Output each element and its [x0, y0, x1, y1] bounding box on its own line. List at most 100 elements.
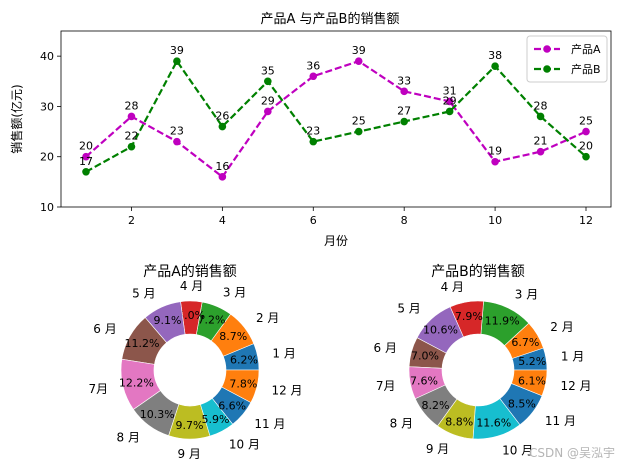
data-point	[127, 142, 136, 151]
pie-month-label: 9 月	[426, 442, 449, 456]
data-point	[445, 107, 454, 116]
data-label: 23	[170, 125, 184, 138]
pie-pct-label: 6.6%	[218, 399, 246, 412]
pie-pct-label: 9.1%	[153, 314, 181, 327]
pie-pct-label: 11.9%	[485, 315, 520, 328]
pie-month-label: 4 月	[180, 279, 203, 293]
pie-month-label: 3 月	[223, 286, 246, 300]
data-label: 26	[215, 110, 229, 123]
data-label: 25	[352, 115, 366, 128]
pie-month-label: 4 月	[441, 280, 464, 294]
pie-pct-label: 8.2%	[422, 399, 450, 412]
y-tick-label: 10	[40, 201, 54, 214]
y-tick-label: 20	[40, 151, 54, 164]
x-tick-label: 4	[219, 214, 226, 227]
data-label: 31	[443, 84, 457, 97]
pie-wedge	[221, 369, 260, 403]
line-chart-title: 产品A 与产品B的销售额	[261, 11, 400, 27]
pie-pct-label: 7.6%	[410, 374, 438, 387]
data-point	[445, 97, 454, 106]
x-tick-label: 8	[401, 214, 408, 227]
series-line-b	[85, 59, 587, 173]
data-point	[82, 152, 90, 161]
data-label: 29	[443, 94, 457, 107]
data-label: 23	[306, 125, 320, 138]
pie-pct-label: 5.9%	[201, 413, 229, 426]
pie-month-label: 1 月	[272, 347, 295, 361]
pie-month-label: 10 月	[502, 443, 533, 457]
pie-month-label: 5 月	[132, 286, 155, 300]
pie-month-label: 12 月	[271, 383, 302, 397]
data-point	[82, 168, 90, 176]
x-tick-label: 10	[488, 214, 502, 227]
data-point	[582, 152, 590, 161]
data-point	[354, 127, 363, 136]
pie-pct-label: 5.2%	[518, 355, 546, 368]
y-tick-label: 40	[40, 50, 54, 63]
plot-frame	[60, 30, 612, 208]
data-label: 27	[397, 105, 411, 118]
data-label: 20	[579, 140, 593, 153]
data-point	[536, 112, 545, 121]
pie-pct-label: 6.1%	[518, 374, 546, 387]
data-point	[173, 137, 181, 146]
line-chart: 产品A 与产品B的销售额 月份 销售额(亿元) 2 4 6 8 10 12 10 20 30 40…	[9, 11, 612, 248]
data-label: 28	[534, 99, 548, 112]
data-point	[400, 87, 408, 96]
pie-chart-a: 产品A的销售额 6.2% 1 月 8.7% 2 月 7.2% 3 月 5.0% 4 月 9.1%…	[88, 264, 302, 461]
x-tick-label: 6	[310, 214, 317, 227]
watermark: CSDN @吴泓宇	[528, 446, 615, 460]
data-point	[173, 57, 181, 65]
pie-b-title: 产品B的销售额	[431, 264, 525, 280]
pie-pct-label: 6.2%	[230, 353, 258, 366]
pie-pct-label: 11.6%	[476, 417, 511, 430]
pie-month-label: 6 月	[93, 322, 116, 336]
pie-month-label: 2 月	[256, 311, 279, 325]
pie-wedge	[511, 369, 548, 397]
pie-month-label: 10 月	[229, 437, 260, 451]
data-label: 17	[79, 155, 93, 168]
data-label: 36	[306, 59, 320, 72]
pie-pct-label: 10.6%	[423, 324, 458, 337]
x-axis-label: 月份	[324, 234, 348, 248]
data-point	[264, 77, 272, 86]
legend-swatch-marker	[543, 45, 551, 53]
data-point	[264, 107, 272, 116]
legend-label: 产品A	[571, 42, 601, 56]
pie-pct-label: 8.5%	[508, 397, 536, 410]
pie-pct-label: 12.2%	[119, 376, 154, 389]
data-label: 28	[124, 99, 138, 112]
data-label: 21	[534, 135, 548, 148]
data-label: 35	[261, 64, 275, 77]
data-point	[400, 117, 408, 126]
data-point	[127, 112, 136, 121]
data-point	[582, 127, 590, 136]
data-label: 39	[170, 44, 184, 57]
pie-pct-label: 6.7%	[511, 336, 539, 349]
pie-pct-label: 8.8%	[445, 416, 473, 429]
data-point	[491, 157, 499, 166]
pie-month-label: 7月	[88, 382, 108, 396]
legend-swatch-marker	[543, 65, 551, 73]
pie-month-label: 5 月	[397, 302, 420, 316]
pie-month-label: 8 月	[390, 416, 413, 430]
pie-month-label: 1 月	[561, 349, 584, 363]
data-label: 33	[397, 74, 411, 87]
data-point	[354, 57, 363, 65]
pie-month-label: 9 月	[177, 447, 200, 461]
x-tick-label: 2	[128, 214, 135, 227]
pie-a-title: 产品A的销售额	[143, 264, 237, 280]
data-label: 38	[488, 49, 502, 62]
y-tick-label: 30	[40, 100, 54, 113]
data-point	[218, 173, 227, 181]
x-tick-label: 12	[579, 214, 593, 227]
pie-pct-label: 8.7%	[219, 330, 247, 343]
pie-month-label: 11 月	[254, 417, 285, 431]
data-label: 19	[488, 145, 502, 158]
pie-month-label: 8 月	[117, 430, 140, 444]
pie-pct-label: 7.8%	[229, 377, 257, 390]
pie-pct-label: 9.7%	[175, 419, 203, 432]
data-point	[309, 137, 318, 146]
data-point	[491, 62, 499, 70]
